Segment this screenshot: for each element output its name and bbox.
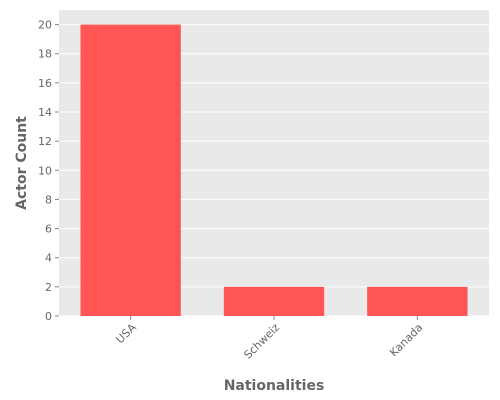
y-tick-label: 2 xyxy=(45,281,52,294)
y-tick-label: 16 xyxy=(38,77,52,90)
y-tick-label: 10 xyxy=(38,164,52,177)
x-axis-title: Nationalities xyxy=(224,378,325,394)
y-tick-label: 18 xyxy=(38,48,52,61)
x-tick-label: USA xyxy=(113,321,139,347)
x-tick-label: Schweiz xyxy=(241,321,282,362)
y-tick-label: 8 xyxy=(45,193,52,206)
y-tick-label: 4 xyxy=(45,252,52,265)
y-axis-title: Actor Count xyxy=(14,116,30,210)
bar-schweiz xyxy=(223,286,325,316)
x-axis-ticks: USA Schweiz Kanada xyxy=(113,316,425,362)
y-axis-ticks: 0 2 4 6 8 10 12 14 16 18 20 xyxy=(38,19,59,323)
y-tick-label: 0 xyxy=(45,310,52,323)
y-tick-label: 6 xyxy=(45,223,52,236)
y-tick-label: 14 xyxy=(38,106,52,119)
y-tick-label: 20 xyxy=(38,19,52,32)
bars xyxy=(80,24,468,316)
bar-usa xyxy=(80,24,181,316)
bar-kanada xyxy=(367,286,468,316)
y-tick-label: 12 xyxy=(38,135,52,148)
x-tick-label: Kanada xyxy=(387,321,425,359)
